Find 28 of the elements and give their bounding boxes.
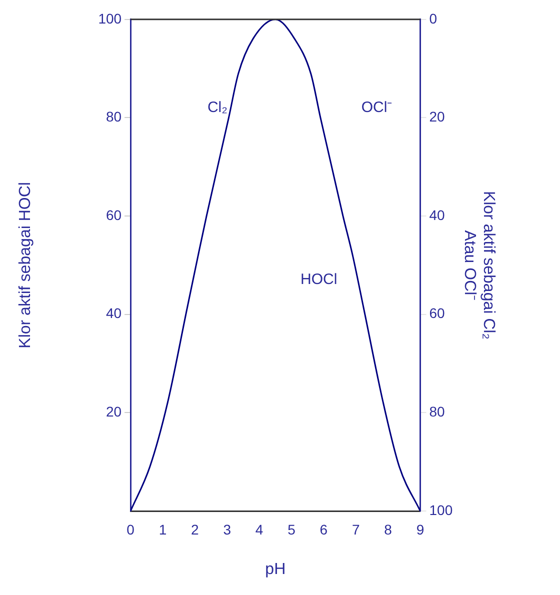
x-tick-label: 0 (126, 521, 135, 538)
x-tick-label: 2 (191, 521, 200, 538)
y2-tick-label: 80 (429, 404, 446, 420)
x-tick-label: 3 (223, 521, 232, 538)
y2-tick-label: 40 (429, 206, 446, 223)
annotation: Cl₂ (207, 99, 228, 116)
y2-tick-label: 60 (429, 305, 446, 322)
x-tick-label: 7 (352, 521, 360, 538)
y-tick-label: 40 (106, 305, 122, 322)
x-tick-label: 4 (255, 521, 264, 538)
y-tick-label: 100 (98, 10, 122, 26)
y-tick-label: 80 (106, 108, 122, 125)
x-tick-label: 8 (384, 521, 392, 538)
y-axis-title: Klor aktif sebagai HOCl (17, 182, 34, 348)
annotation: HOCl (300, 271, 338, 288)
y2-tick-label: 100 (429, 502, 453, 518)
x-axis-title: pH (265, 560, 286, 578)
x-tick-label: 6 (320, 521, 328, 538)
line-series (130, 19, 420, 511)
y2-tick-label: 20 (429, 108, 446, 125)
x-tick-label: 5 (288, 521, 296, 538)
y2-tick-label: 0 (429, 10, 438, 26)
y-tick-label: 60 (106, 206, 122, 223)
annotation: OCl⁻ (361, 99, 392, 116)
x-tick-label: 1 (158, 521, 167, 538)
x-tick-label: 9 (416, 521, 424, 538)
y2-axis-title: Klor aktif sebagai Cl₂ Atau OCl⁻ (460, 190, 497, 340)
y-tick-label: 20 (106, 404, 122, 420)
